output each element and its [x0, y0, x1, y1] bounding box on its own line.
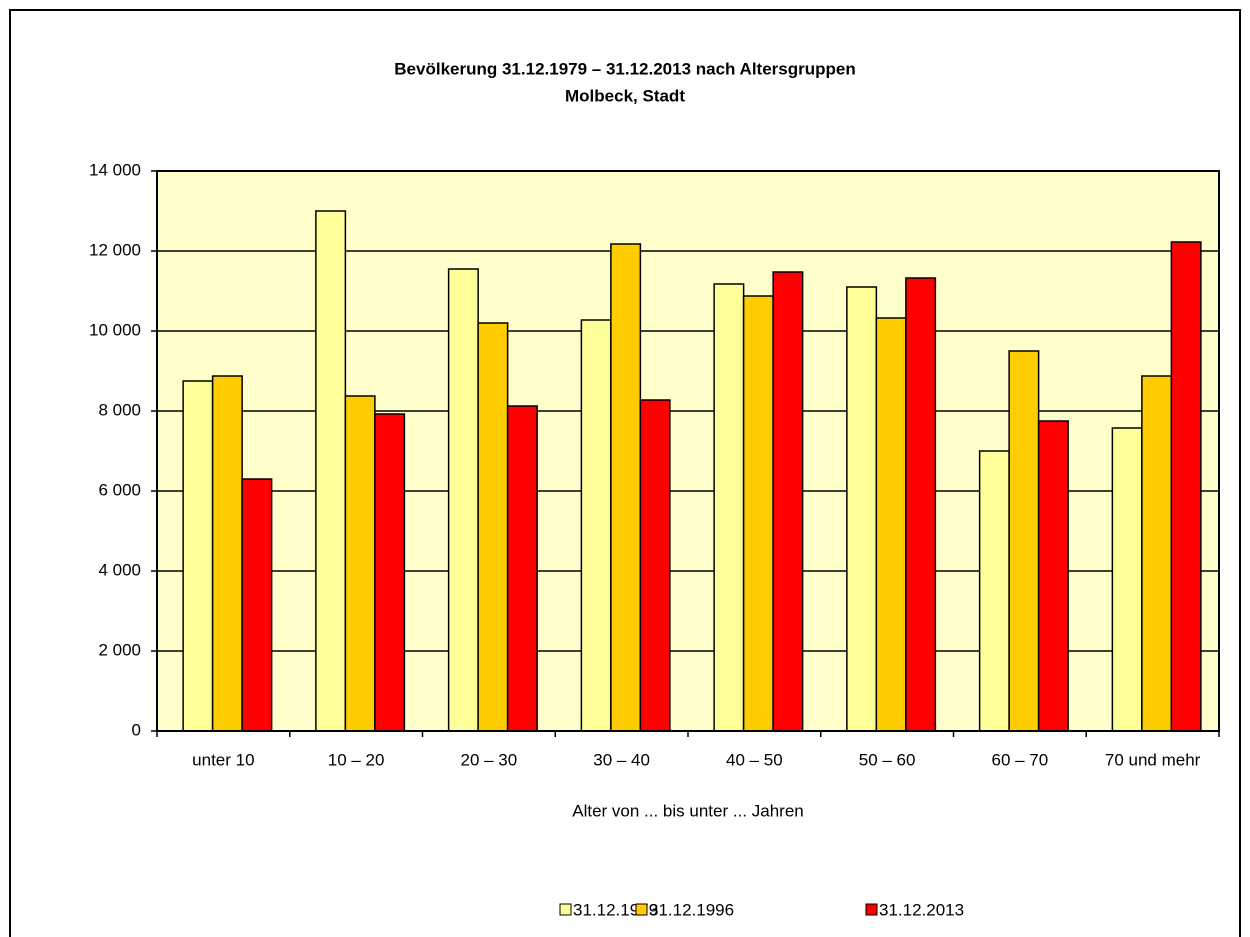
y-tick-label: 2 000	[98, 640, 141, 659]
legend-label: 31.12.1996	[649, 900, 734, 919]
bar	[1111, 427, 1143, 732]
bar	[374, 413, 406, 732]
y-tick-label: 14 000	[89, 160, 141, 179]
bar	[1170, 241, 1202, 732]
bar	[1141, 375, 1173, 732]
legend-swatch	[865, 903, 878, 916]
y-tick-label: 0	[132, 720, 141, 739]
bar	[1037, 420, 1069, 732]
x-tick-label: 70 und mehr	[1105, 750, 1201, 769]
x-tick-label: 10 – 20	[328, 750, 385, 769]
legend-label: 31.12.2013	[879, 900, 964, 919]
chart-subtitle: Molbeck, Stadt	[565, 86, 685, 105]
y-tick-label: 12 000	[89, 240, 141, 259]
bar	[315, 210, 347, 732]
bar	[846, 286, 878, 732]
x-tick-label: 60 – 70	[992, 750, 1049, 769]
bar	[875, 317, 907, 732]
plot-border	[156, 170, 1220, 732]
bar	[610, 243, 642, 732]
x-tick-label: 20 – 30	[461, 750, 518, 769]
chart-title: Bevölkerung 31.12.1979 – 31.12.2013 nach…	[394, 59, 855, 78]
bar	[580, 319, 612, 732]
y-tick-label: 8 000	[98, 400, 141, 419]
legend-swatch	[635, 903, 648, 916]
bar	[182, 380, 214, 732]
bar	[477, 322, 509, 732]
bar	[772, 271, 804, 732]
bar	[211, 375, 243, 732]
legend-swatch	[559, 903, 572, 916]
bar	[447, 268, 479, 732]
y-tick-label: 4 000	[98, 560, 141, 579]
x-tick-label: unter 10	[192, 750, 254, 769]
y-tick-label: 6 000	[98, 480, 141, 499]
bar	[1008, 350, 1040, 732]
x-tick-label: 40 – 50	[726, 750, 783, 769]
bar	[905, 277, 937, 732]
bar	[639, 399, 671, 732]
bar	[241, 478, 273, 732]
bar	[978, 450, 1010, 732]
x-axis-label: Alter von ... bis unter ... Jahren	[572, 801, 804, 820]
bar	[713, 283, 745, 732]
x-tick-label: 30 – 40	[593, 750, 650, 769]
bar	[344, 395, 376, 732]
bar	[506, 405, 538, 732]
y-tick-label: 10 000	[89, 320, 141, 339]
bar	[742, 295, 774, 732]
x-tick-label: 50 – 60	[859, 750, 916, 769]
